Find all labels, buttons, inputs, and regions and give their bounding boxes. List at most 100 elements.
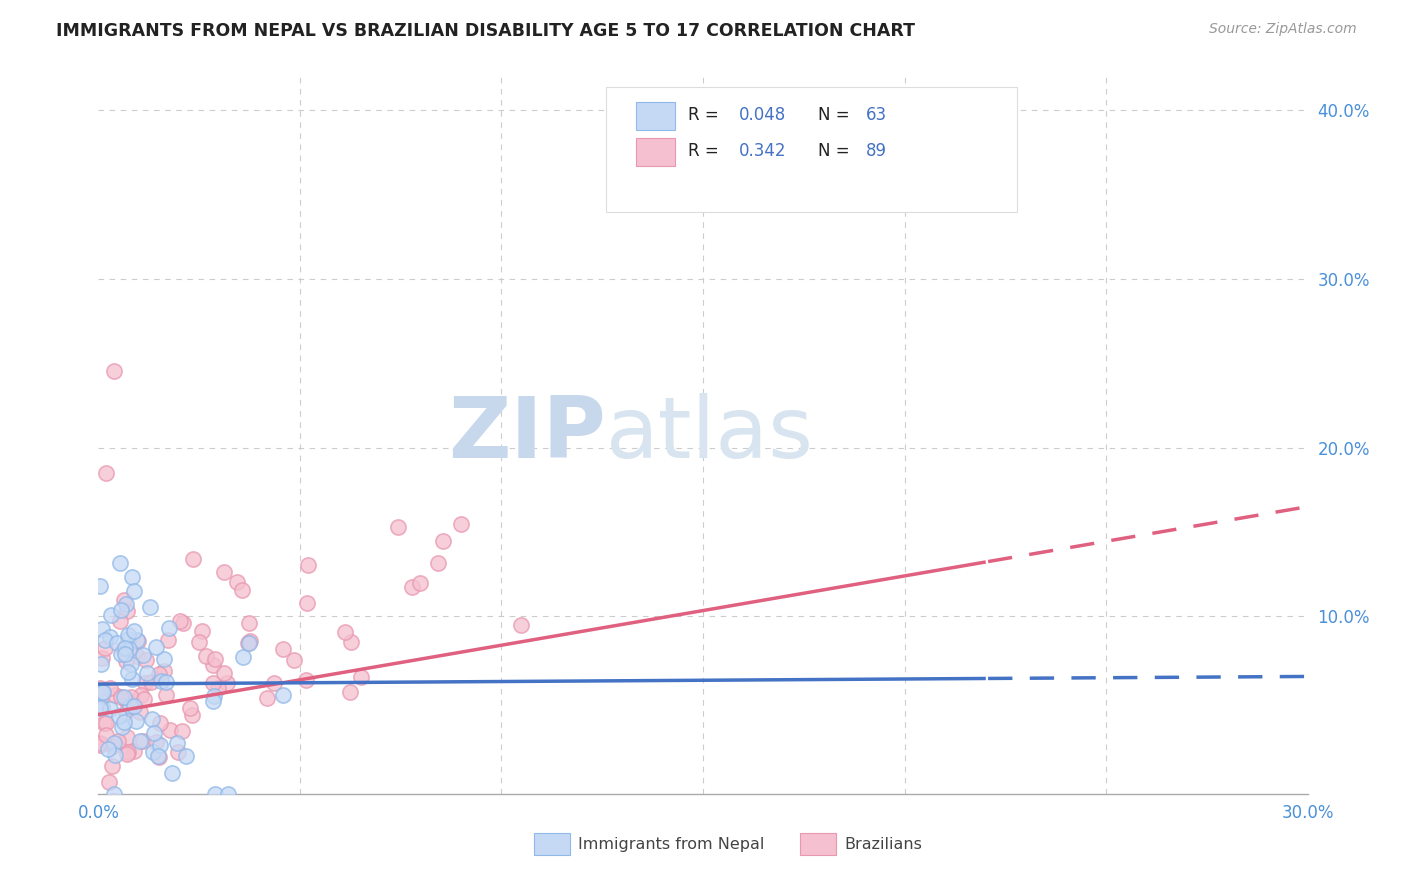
Point	[93, 716, 115, 731]
Point	[166, 736, 188, 750]
Point	[283, 653, 305, 667]
Point	[271, 688, 294, 702]
Point	[155, 674, 177, 689]
Point	[100, 607, 122, 622]
Point	[179, 700, 201, 714]
Point	[450, 516, 472, 531]
Point	[160, 766, 183, 780]
Point	[131, 689, 153, 703]
Point	[103, 736, 125, 750]
Point	[121, 570, 143, 584]
Point	[98, 630, 121, 644]
Point	[127, 633, 149, 648]
Point	[122, 584, 145, 599]
Point	[91, 685, 114, 699]
Point	[238, 636, 260, 650]
Point	[98, 681, 121, 695]
Point	[217, 787, 239, 801]
FancyBboxPatch shape	[637, 103, 675, 129]
Point	[127, 648, 149, 663]
Point	[90, 689, 112, 703]
Point	[94, 466, 117, 480]
Point	[204, 652, 226, 666]
Point	[118, 642, 141, 657]
Point	[98, 702, 121, 716]
Point	[110, 690, 132, 704]
Point	[89, 681, 111, 695]
Point	[104, 688, 127, 702]
Point	[153, 664, 176, 678]
Point	[101, 758, 124, 772]
Point	[152, 651, 174, 665]
Point	[97, 741, 120, 756]
Point	[114, 692, 136, 706]
Point	[121, 672, 143, 686]
Point	[141, 712, 163, 726]
Text: Brazilians: Brazilians	[845, 837, 922, 852]
Point	[271, 642, 294, 657]
Point	[132, 648, 155, 662]
FancyBboxPatch shape	[606, 87, 1018, 212]
Point	[172, 616, 194, 631]
Point	[115, 747, 138, 762]
Text: IMMIGRANTS FROM NEPAL VS BRAZILIAN DISABILITY AGE 5 TO 17 CORRELATION CHART: IMMIGRANTS FROM NEPAL VS BRAZILIAN DISAB…	[56, 22, 915, 40]
Point	[409, 575, 432, 590]
Point	[122, 699, 145, 714]
Point	[181, 552, 204, 566]
Point	[91, 685, 114, 699]
Point	[169, 614, 191, 628]
Point	[295, 595, 318, 609]
Point	[115, 604, 138, 618]
Point	[339, 685, 361, 699]
Point	[125, 714, 148, 728]
Point	[204, 689, 226, 703]
Point	[148, 748, 170, 763]
Point	[115, 730, 138, 744]
Point	[401, 581, 423, 595]
Point	[91, 651, 114, 665]
Point	[124, 624, 146, 639]
Point	[128, 734, 150, 748]
Point	[350, 670, 373, 684]
Point	[110, 720, 132, 734]
Point	[149, 716, 172, 731]
Point	[432, 534, 454, 549]
Point	[157, 633, 180, 648]
Point	[212, 565, 235, 579]
FancyBboxPatch shape	[637, 138, 675, 166]
Text: 63: 63	[866, 106, 887, 124]
Point	[195, 648, 218, 663]
Point	[110, 603, 132, 617]
Point	[89, 579, 111, 593]
Point	[263, 676, 285, 690]
Point	[89, 701, 111, 715]
Point	[139, 600, 162, 615]
Point	[132, 733, 155, 747]
Point	[117, 745, 139, 759]
Point	[129, 705, 152, 719]
Point	[142, 745, 165, 759]
Text: 89: 89	[866, 142, 887, 161]
Point	[212, 665, 235, 680]
Point	[90, 700, 112, 714]
Point	[112, 592, 135, 607]
Point	[103, 364, 125, 378]
Point	[108, 614, 131, 628]
Point	[148, 667, 170, 681]
Text: R =: R =	[689, 106, 724, 124]
Point	[94, 641, 117, 656]
Point	[134, 692, 156, 706]
Point	[112, 641, 135, 656]
Point	[103, 739, 125, 754]
Point	[295, 673, 318, 688]
Point	[117, 628, 139, 642]
Point	[114, 654, 136, 668]
Point	[122, 744, 145, 758]
Point	[114, 647, 136, 661]
Point	[134, 676, 156, 690]
Point	[115, 597, 138, 611]
Point	[107, 734, 129, 748]
Point	[94, 632, 117, 647]
Point	[340, 635, 363, 649]
Point	[180, 707, 202, 722]
